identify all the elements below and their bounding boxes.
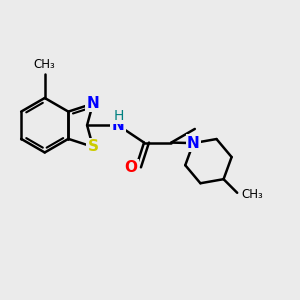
Text: N: N [187,136,200,151]
Text: CH₃: CH₃ [34,58,56,71]
Text: H: H [114,109,124,123]
Text: CH₃: CH₃ [242,188,263,200]
Text: N: N [87,96,99,111]
Text: O: O [124,160,137,175]
Text: N: N [112,118,124,133]
Text: S: S [87,140,98,154]
